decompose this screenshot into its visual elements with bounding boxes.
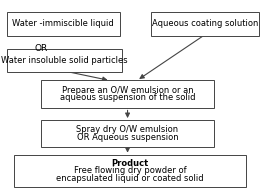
Text: Water insoluble solid particles: Water insoluble solid particles <box>1 56 128 65</box>
Text: Spray dry O/W emulsion: Spray dry O/W emulsion <box>77 125 179 134</box>
FancyBboxPatch shape <box>151 12 259 36</box>
Text: encapsulated liquid or coated solid: encapsulated liquid or coated solid <box>56 174 204 183</box>
Text: Prepare an O/W emulsion or an: Prepare an O/W emulsion or an <box>62 86 193 95</box>
FancyBboxPatch shape <box>14 155 246 187</box>
Text: aqueous suspension of the solid: aqueous suspension of the solid <box>60 93 195 102</box>
Text: Water -immiscible liquid: Water -immiscible liquid <box>12 20 114 28</box>
Text: Product: Product <box>112 159 149 168</box>
Text: Free flowing dry powder of: Free flowing dry powder of <box>74 166 186 175</box>
Text: Aqueous coating solution: Aqueous coating solution <box>152 20 258 28</box>
FancyBboxPatch shape <box>41 80 214 108</box>
Text: OR Aqueous suspension: OR Aqueous suspension <box>77 133 178 142</box>
FancyBboxPatch shape <box>41 120 214 147</box>
Text: OR: OR <box>34 45 47 53</box>
FancyBboxPatch shape <box>7 12 120 36</box>
FancyBboxPatch shape <box>7 49 122 72</box>
